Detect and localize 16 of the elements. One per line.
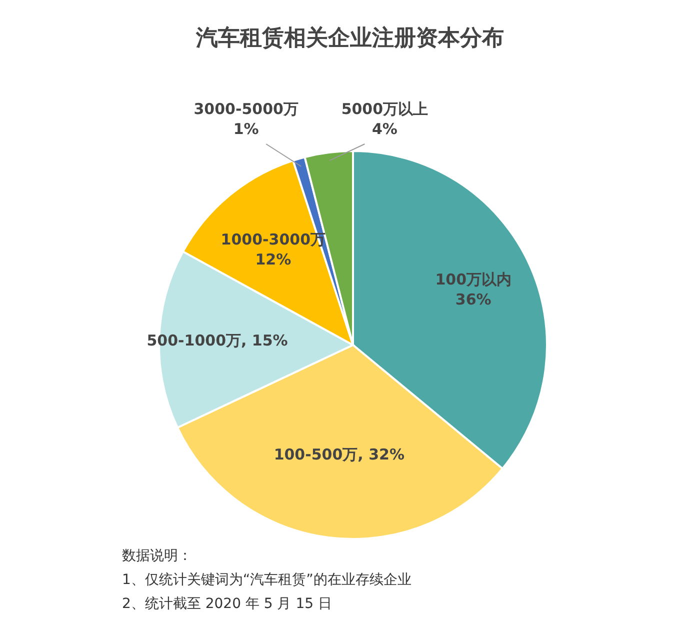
slice-label: 500-1000万 — [146, 332, 242, 350]
text: 2、统计截至 2020 年 5 月 15 日 — [122, 596, 332, 612]
data-label: , 32% — [358, 445, 405, 464]
slice-label: 3000-5000万 — [194, 100, 298, 118]
data-label: 12% — [255, 250, 292, 268]
data-label: 4% — [372, 120, 398, 138]
data-label: , 15% — [241, 332, 288, 350]
data-label: 1% — [233, 120, 259, 138]
slice-label: 100万以内 — [435, 270, 512, 288]
slice-label: 100-500万 — [274, 445, 358, 464]
chart-title: 汽车租赁相关企业注册资本分布 — [195, 25, 504, 51]
slice-label: 5000万以上 — [341, 100, 428, 118]
slice-label: 1000-3000万 — [220, 230, 326, 248]
text: 1、仅统计关键词为“汽车租赁”的在业存续企业 — [122, 572, 412, 588]
data-label: 36% — [455, 290, 492, 308]
text: 数据说明： — [122, 548, 192, 564]
